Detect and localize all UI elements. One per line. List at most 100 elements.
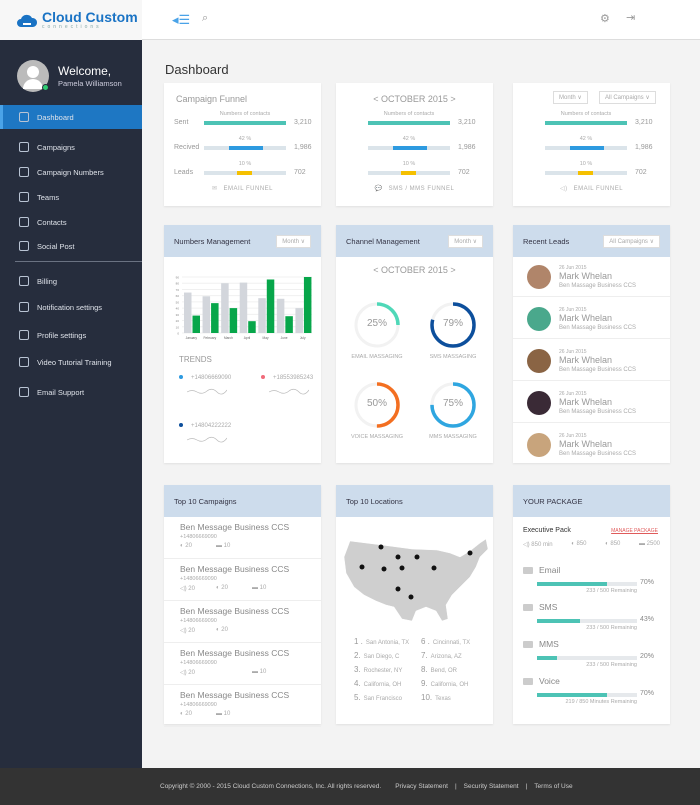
campaign-name: Ben Message Business CCS <box>180 648 290 658</box>
location-item[interactable]: 1 . San Antonia, TX <box>354 637 409 646</box>
map-pin-icon <box>467 550 473 556</box>
map-pin-icon <box>408 594 414 600</box>
usage-bar-fill <box>537 693 607 697</box>
trend-number: +18553985243 <box>273 375 314 381</box>
campaign-select[interactable]: All Campaigns ∨ <box>599 91 656 104</box>
funnel-bar <box>368 121 450 125</box>
avatar[interactable] <box>17 60 49 92</box>
menu-icon <box>19 330 29 340</box>
trend-item[interactable]: +14806669090 <box>179 375 231 395</box>
menu-icon <box>19 217 29 227</box>
sidebar-item-social-post[interactable]: Social Post <box>0 234 142 258</box>
location-item[interactable]: 7. Arizona, AZ <box>421 651 462 660</box>
usage-bar <box>537 619 637 623</box>
us-map[interactable] <box>342 533 490 625</box>
month-select[interactable]: Month ∨ <box>276 234 311 248</box>
month-select[interactable]: Month ∨ <box>553 91 588 104</box>
separator: | <box>454 783 457 790</box>
location-item[interactable]: 2. San Diego, C <box>354 651 399 660</box>
menu-collapse-icon[interactable]: ◂☰ <box>172 12 191 27</box>
location-item[interactable]: 10. Texas <box>421 693 451 702</box>
manage-package-link[interactable]: MANAGE PACKAGE <box>611 528 658 534</box>
sidebar-item-email-support[interactable]: Email Support <box>0 380 142 404</box>
lead-date: 26 Jun 2015 <box>559 433 587 439</box>
location-item[interactable]: 9. California, OH <box>421 679 468 688</box>
nav-label: Email Support <box>37 387 85 397</box>
sidebar-item-campaigns[interactable]: Campaigns <box>0 135 142 159</box>
lead-item[interactable]: 26 Jun 2015 Mark Whelan Ben Massage Busine… <box>513 341 670 381</box>
channel-gauge[interactable]: 50% VOICE MASSAGING <box>351 380 403 450</box>
channel-gauge[interactable]: 75% MMS MASSAGING <box>428 380 478 450</box>
location-item[interactable]: 4. California, OH <box>354 679 401 688</box>
campaign-item[interactable]: Ben Message Business CCS +14806669090 ◁) 2… <box>164 601 321 643</box>
location-item[interactable]: 5. San Francisco <box>354 693 402 702</box>
nav-label: Contacts <box>37 217 67 227</box>
lead-item[interactable]: 26 Jun 2015 Mark Whelan Ben Massage Busine… <box>513 257 670 297</box>
campaign-item[interactable]: Ben Message Business CCS +14806669090 ◁) 2… <box>164 643 321 685</box>
gear-icon[interactable]: ⚙ <box>600 13 610 25</box>
sidebar-item-notification-settings[interactable]: Notification settings <box>0 295 142 319</box>
funnel-footer[interactable]: 💬 SMS / MMS FUNNEL <box>336 185 493 192</box>
logo[interactable]: Cloud Custom connections <box>0 0 142 40</box>
sidebar-item-campaign-numbers[interactable]: Campaign Numbers <box>0 160 142 184</box>
quota-item: ◐ 850 <box>571 541 587 547</box>
x-tick-label: June <box>281 336 288 340</box>
sidebar-item-contacts[interactable]: Contacts <box>0 210 142 234</box>
logout-icon[interactable]: ⇥ <box>626 12 636 24</box>
campaign-item[interactable]: Ben Message Business CCS +14806669090 ◐ 20… <box>164 685 321 727</box>
campaign-item[interactable]: Ben Message Business CCS +14806669090 ◁) 2… <box>164 559 321 601</box>
funnel-footer[interactable]: ◁) EMAIL FUNNEL <box>513 185 670 192</box>
usage-bar-fill <box>537 656 557 660</box>
donut-arc <box>430 302 476 348</box>
channel-icon <box>523 640 533 648</box>
lead-item[interactable]: 26 Jun 2015 Mark Whelan Ben Massage Busine… <box>513 299 670 339</box>
sidebar-item-billing[interactable]: Billing <box>0 269 142 293</box>
lead-item[interactable]: 26 Jun 2015 Mark Whelan Ben Massage Busine… <box>513 425 670 465</box>
sidebar-item-teams[interactable]: Teams <box>0 185 142 209</box>
chat-icon: 💬 <box>374 186 383 192</box>
sidebar-item-video-tutorial-training[interactable]: Video Tutorial Training <box>0 350 142 374</box>
campaign-select[interactable]: All Campaigns ∨ <box>603 234 660 248</box>
location-item[interactable]: 6 . Cincinnati, TX <box>421 637 470 646</box>
period-nav[interactable]: < OCTOBER 2015 > <box>373 265 456 275</box>
trend-dot-icon <box>179 375 183 379</box>
lead-item[interactable]: 26 Jun 2015 Mark Whelan Ben Massage Busine… <box>513 383 670 423</box>
menu-icon <box>19 142 29 152</box>
funnel-footer[interactable]: ✉ EMAIL FUNNEL <box>164 185 321 192</box>
sidebar-item-profile-settings[interactable]: Profile settings <box>0 323 142 347</box>
funnel-bar-fill <box>569 146 605 150</box>
sidebar-item-dashboard[interactable]: Dashboard <box>0 105 142 129</box>
funnel-card: Campaign Funnel Sent Numbers of contacts 3,… <box>164 83 321 206</box>
funnel-bar <box>204 121 286 125</box>
sparkline <box>187 436 227 443</box>
bar-series-1-january <box>184 292 192 333</box>
campaign-item[interactable]: Ben Message Business CCS +14806669090 ◐ 20… <box>164 517 321 559</box>
terms-link[interactable]: Terms of Use <box>534 783 573 790</box>
rank: 6 . <box>421 637 430 646</box>
lead-name: Mark Whelan <box>559 355 613 365</box>
privacy-link[interactable]: Privacy Statement <box>395 783 448 790</box>
row-value: 3,210 <box>458 119 476 126</box>
menu-icon <box>19 241 29 251</box>
trend-item[interactable]: +14804222222 <box>179 423 231 443</box>
bar-series-2-june <box>285 316 293 333</box>
city: Arizona, AZ <box>430 654 462 660</box>
channel-gauge[interactable]: 25% EMAIL MASSAGING <box>351 300 403 370</box>
security-link[interactable]: Security Statement <box>463 783 519 790</box>
page-title: Dashboard <box>165 62 229 77</box>
cloud-icon <box>17 14 38 27</box>
period-nav[interactable]: < OCTOBER 2015 > <box>373 94 456 104</box>
bar-series-2-may <box>266 279 275 333</box>
search-icon[interactable]: ⌕ <box>202 12 209 24</box>
brand-tagline: connections <box>42 23 102 30</box>
bar-series-1-april <box>239 282 248 333</box>
welcome-text: Welcome, <box>58 64 112 78</box>
funnel-bar-fill <box>368 121 450 125</box>
channel-gauge[interactable]: 79% SMS MASSAGING <box>428 300 478 370</box>
menu-icon <box>19 192 29 202</box>
location-item[interactable]: 8. Bend, OR <box>421 665 457 674</box>
month-select[interactable]: Month ∨ <box>448 234 483 248</box>
location-item[interactable]: 3. Rochester, NY <box>354 665 402 674</box>
gauge-label: VOICE MASSAGING <box>351 434 403 440</box>
trend-item[interactable]: +18553985243 <box>261 375 313 395</box>
